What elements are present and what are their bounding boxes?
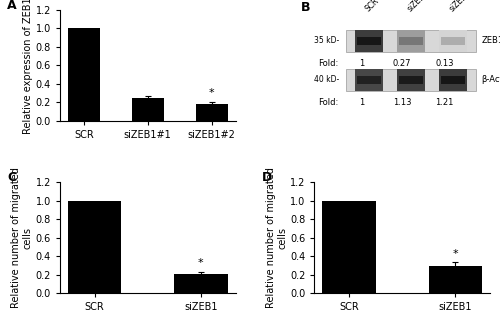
Y-axis label: Relative number of migrated
cells: Relative number of migrated cells [266,167,287,308]
Text: 1.13: 1.13 [393,97,411,107]
Y-axis label: Relative number of migrated
cells: Relative number of migrated cells [11,167,33,308]
Bar [346,30,476,52]
Text: *: * [452,249,458,259]
Text: B: B [300,1,310,14]
Text: 0.13: 0.13 [435,59,454,68]
Bar [429,266,482,293]
Bar [441,37,466,45]
Y-axis label: Relative expression of ZEB1: Relative expression of ZEB1 [23,0,33,134]
Bar [356,76,381,84]
Text: 0.27: 0.27 [393,59,411,68]
Bar [398,76,423,84]
Bar [174,274,228,293]
Bar [439,30,467,52]
Bar [132,98,164,121]
Bar [346,69,476,91]
Text: 1: 1 [360,59,364,68]
Text: 1.21: 1.21 [435,97,454,107]
Text: Fold:: Fold: [318,59,338,68]
Text: 40 kD-: 40 kD- [314,75,339,84]
Text: 1: 1 [360,97,364,107]
Bar [397,69,425,91]
Bar [397,30,425,52]
Bar [355,69,383,91]
Text: 35 kD-: 35 kD- [314,37,339,45]
Text: *: * [198,259,204,268]
Bar [439,69,467,91]
Text: siZEB1#1: siZEB1#1 [406,0,438,13]
Bar [441,76,466,84]
Bar [68,28,100,121]
Text: β-Actin: β-Actin [481,75,500,84]
Bar [398,37,423,45]
Text: D: D [262,171,272,184]
Text: ZEB1: ZEB1 [481,37,500,45]
Bar [355,30,383,52]
Bar [356,37,381,45]
Bar [322,201,376,293]
Text: A: A [8,0,17,12]
Text: C: C [8,171,16,184]
Text: Fold:: Fold: [318,97,338,107]
Bar [196,104,228,121]
Text: SCR: SCR [364,0,381,13]
Text: siZEB1#2: siZEB1#2 [448,0,480,13]
Bar [68,201,121,293]
Text: *: * [209,88,214,98]
